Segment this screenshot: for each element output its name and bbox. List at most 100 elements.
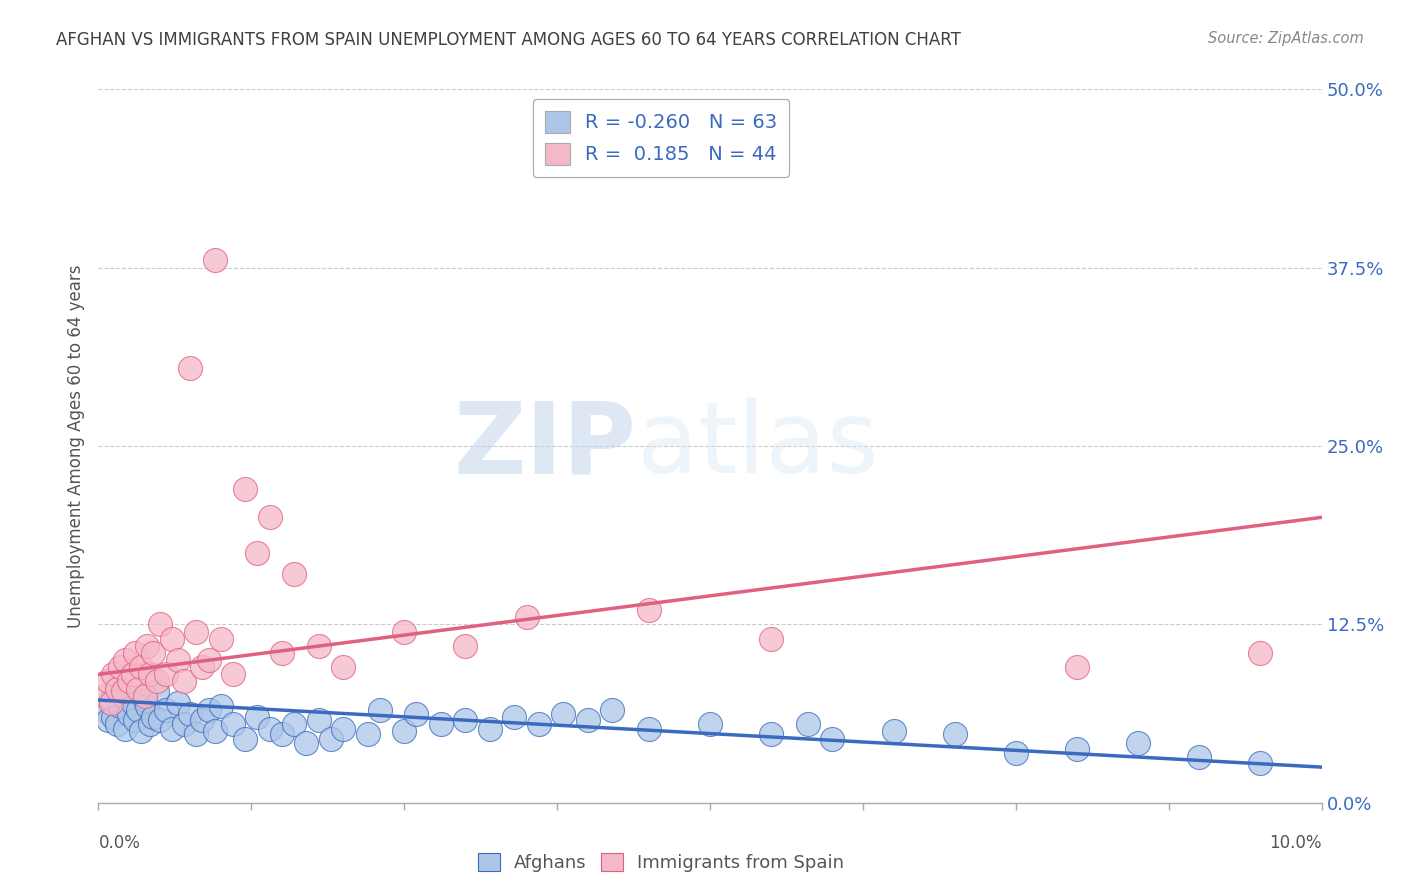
Point — [392, 624, 416, 639]
Point — [1250, 646, 1272, 660]
Text: AFGHAN VS IMMIGRANTS FROM SPAIN UNEMPLOYMENT AMONG AGES 60 TO 64 YEARS CORRELATI: AFGHAN VS IMMIGRANTS FROM SPAIN UNEMPLOY… — [56, 31, 962, 49]
Point — [191, 713, 214, 727]
Point — [100, 696, 122, 710]
Point — [527, 717, 550, 731]
Point — [118, 674, 141, 689]
Point — [319, 731, 342, 746]
Point — [155, 667, 177, 681]
Point — [121, 696, 143, 710]
Point — [368, 703, 391, 717]
Point — [222, 667, 245, 681]
Point — [943, 727, 966, 741]
Point — [233, 482, 256, 496]
Point — [233, 731, 256, 746]
Point — [110, 660, 132, 674]
Point — [124, 646, 146, 660]
Point — [136, 639, 159, 653]
Point — [111, 684, 134, 698]
Point — [576, 713, 599, 727]
Point — [173, 717, 195, 731]
Point — [105, 681, 128, 696]
Point — [392, 724, 416, 739]
Point — [101, 710, 124, 724]
Point — [553, 707, 575, 722]
Point — [430, 717, 453, 731]
Point — [797, 717, 820, 731]
Point — [167, 653, 190, 667]
Point — [136, 698, 159, 713]
Point — [197, 653, 219, 667]
Point — [246, 710, 269, 724]
Y-axis label: Unemployment Among Ages 60 to 64 years: Unemployment Among Ages 60 to 64 years — [66, 264, 84, 628]
Point — [149, 617, 172, 632]
Point — [222, 717, 245, 731]
Point — [186, 624, 208, 639]
Point — [155, 703, 177, 717]
Point — [1188, 750, 1211, 764]
Point — [405, 707, 427, 722]
Point — [93, 689, 115, 703]
Point — [821, 731, 844, 746]
Point — [186, 727, 208, 741]
Point — [454, 639, 477, 653]
Point — [246, 546, 269, 560]
Point — [160, 722, 183, 736]
Point — [883, 724, 905, 739]
Point — [114, 722, 136, 736]
Point — [167, 696, 190, 710]
Point — [118, 707, 141, 722]
Point — [160, 632, 183, 646]
Point — [127, 681, 149, 696]
Point — [105, 717, 128, 731]
Point — [139, 667, 162, 681]
Point — [637, 603, 661, 617]
Point — [332, 660, 354, 674]
Point — [308, 639, 330, 653]
Point — [761, 632, 783, 646]
Point — [97, 674, 120, 689]
Point — [121, 667, 143, 681]
Point — [283, 717, 305, 731]
Point — [93, 703, 115, 717]
Point — [761, 727, 783, 741]
Point — [699, 717, 721, 731]
Point — [209, 632, 232, 646]
Point — [516, 610, 538, 624]
Text: 0.0%: 0.0% — [98, 834, 141, 852]
Point — [1004, 746, 1026, 760]
Point — [478, 722, 501, 736]
Point — [111, 689, 134, 703]
Point — [110, 698, 132, 713]
Text: atlas: atlas — [637, 398, 879, 494]
Point — [134, 689, 156, 703]
Point — [124, 713, 146, 727]
Point — [146, 684, 169, 698]
Point — [1250, 756, 1272, 770]
Point — [100, 693, 122, 707]
Point — [295, 736, 318, 750]
Text: ZIP: ZIP — [454, 398, 637, 494]
Point — [139, 717, 162, 731]
Point — [127, 703, 149, 717]
Point — [149, 713, 172, 727]
Point — [332, 722, 354, 736]
Point — [1128, 736, 1150, 750]
Point — [142, 646, 165, 660]
Point — [1066, 741, 1088, 756]
Point — [209, 698, 232, 713]
Point — [97, 713, 120, 727]
Point — [600, 703, 623, 717]
Point — [173, 674, 195, 689]
Point — [142, 710, 165, 724]
Legend: R = -0.260   N = 63, R =  0.185   N = 44: R = -0.260 N = 63, R = 0.185 N = 44 — [533, 99, 789, 177]
Point — [101, 667, 124, 681]
Point — [134, 693, 156, 707]
Point — [454, 713, 477, 727]
Point — [129, 660, 152, 674]
Point — [270, 727, 294, 741]
Point — [259, 722, 281, 736]
Point — [197, 703, 219, 717]
Point — [204, 724, 226, 739]
Text: 10.0%: 10.0% — [1270, 834, 1322, 852]
Point — [270, 646, 294, 660]
